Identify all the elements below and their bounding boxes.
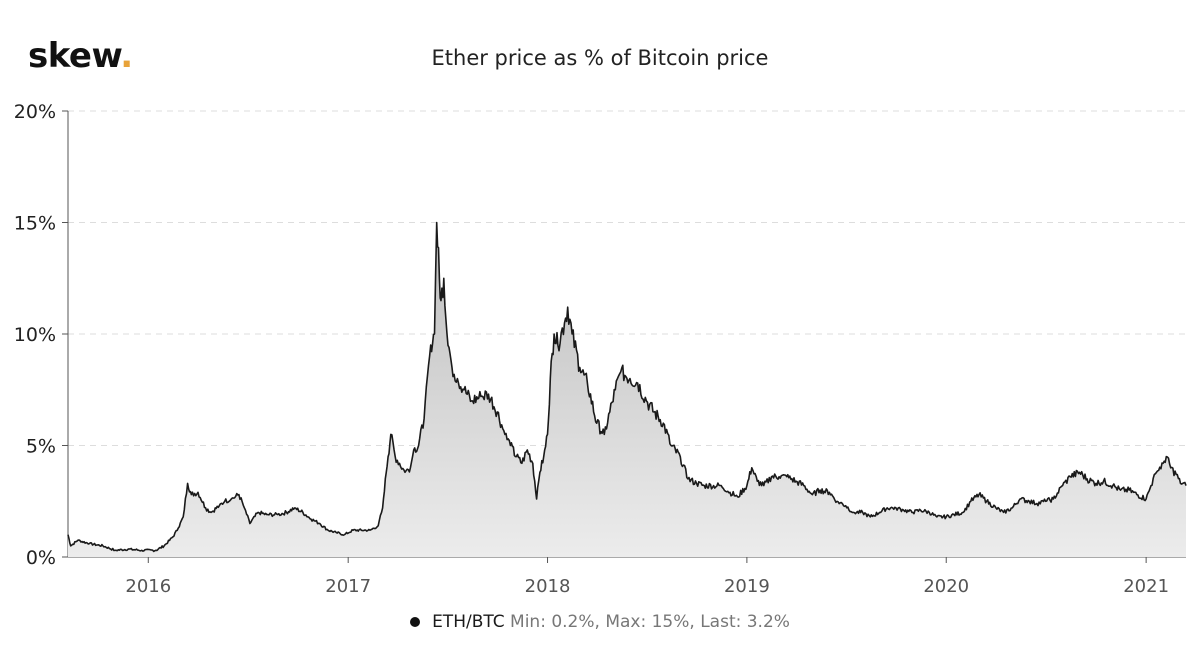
brand-dot: . (120, 36, 133, 76)
x-tick-label: 2018 (525, 576, 571, 597)
legend[interactable]: ETH/BTC Min: 0.2%, Max: 15%, Last: 3.2% (0, 612, 1200, 632)
series-line-eth-btc (67, 221, 1187, 553)
legend-bullet (410, 617, 421, 627)
legend-series-stats: Min: 0.2%, Max: 15%, Last: 3.2% (510, 612, 790, 632)
y-tick-label: 10% (14, 324, 56, 346)
x-tick-label: 2020 (923, 576, 969, 597)
brand-name: skew (28, 36, 121, 76)
y-tick-label: 15% (14, 213, 56, 235)
x-tick-label: 2019 (724, 576, 770, 597)
legend-series-name: ETH/BTC (432, 612, 505, 632)
skew-logo: skew. (28, 36, 133, 76)
y-tick-label: 0% (26, 547, 56, 569)
x-tick-label: 2017 (325, 576, 371, 597)
series-area-fill (68, 222, 1186, 557)
x-axis: 2016 2017 2018 2019 2020 2021 (68, 556, 1186, 597)
series-eth-btc (67, 221, 1187, 557)
y-tick-label: 20% (14, 101, 56, 123)
x-tick-label: 2016 (125, 576, 171, 597)
x-tick-label: 2021 (1123, 576, 1169, 597)
y-axis: 0% 5% 10% 15% 20% (14, 101, 69, 569)
chart-title: Ether price as % of Bitcoin price (431, 46, 769, 70)
y-tick-label: 5% (26, 436, 56, 458)
